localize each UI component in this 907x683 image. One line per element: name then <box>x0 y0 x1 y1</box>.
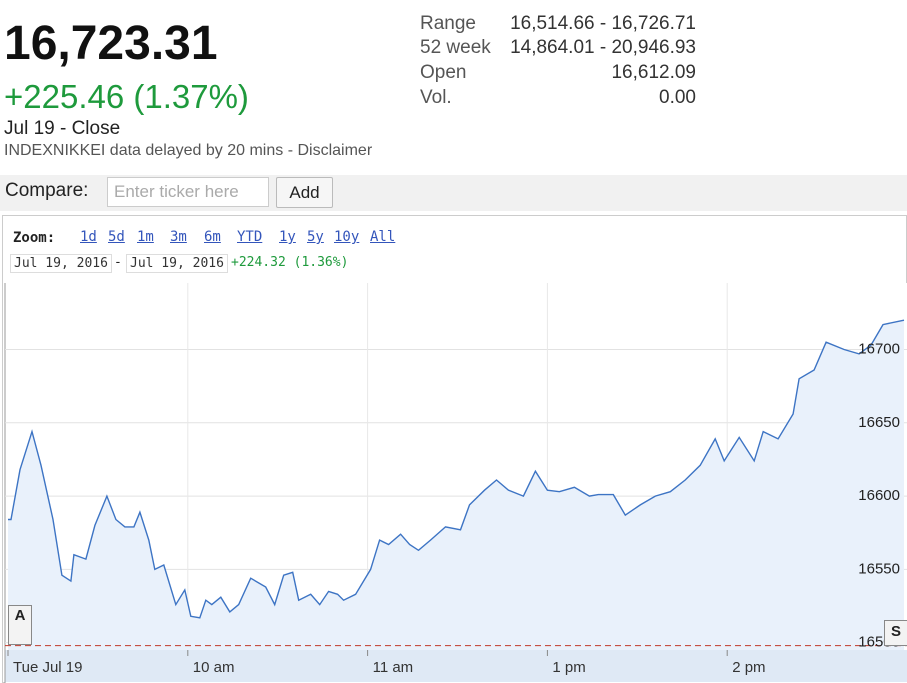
stat-label: Open <box>420 62 467 83</box>
ticker-input[interactable]: Enter ticker here <box>107 177 269 207</box>
x-axis-strip <box>5 650 907 682</box>
y-tick-label: 16550 <box>858 560 900 577</box>
zoom-option[interactable]: 5y <box>307 229 324 245</box>
add-button[interactable]: Add <box>276 177 333 208</box>
range-change: +224.32 (1.36%) <box>231 255 349 270</box>
stat-label: Range <box>420 13 476 34</box>
quote-date: Jul 19 - Close <box>4 118 121 139</box>
y-tick-label: 16700 <box>858 340 900 357</box>
stat-value: 16,612.09 <box>611 62 696 83</box>
zoom-option[interactable]: 3m <box>170 229 187 245</box>
zoom-option[interactable]: 5d <box>108 229 125 245</box>
chart: Tue Jul 19 10 am 11 am 1 pm 2 pm165001655016… <box>4 283 907 683</box>
stat-label: 52 week <box>420 37 491 58</box>
zoom-option[interactable]: All <box>370 229 396 245</box>
price: 16,723.31 <box>4 17 218 70</box>
zoom-option[interactable]: 1m <box>137 229 154 245</box>
zoom-label: Zoom: <box>13 230 56 246</box>
zoom-option[interactable]: 6m <box>204 229 221 245</box>
x-tick-label: 11 am <box>373 659 414 676</box>
stat-value: 0.00 <box>659 87 696 108</box>
stat-value: 16,514.66 - 16,726.71 <box>510 13 696 34</box>
range-from[interactable]: Jul 19, 2016 <box>10 254 112 273</box>
source-note[interactable]: INDEXNIKKEI data delayed by 20 mins - Di… <box>4 142 373 159</box>
flag[interactable]: S <box>884 620 907 646</box>
stat-value: 14,864.01 - 20,946.93 <box>510 37 696 58</box>
zoom-option[interactable]: 1y <box>279 229 296 245</box>
zoom-option[interactable]: 10y <box>334 229 360 245</box>
area <box>8 320 905 650</box>
stat-label: Vol. <box>420 87 452 108</box>
range-to[interactable]: Jul 19, 2016 <box>126 254 228 273</box>
zoom-option[interactable]: 1d <box>80 229 97 245</box>
price-line <box>8 319 905 619</box>
price-change: +225.46 (1.37%) <box>4 78 249 115</box>
zoom-option[interactable]: YTD <box>237 229 263 245</box>
x-tick-label: 1 pm <box>552 659 585 676</box>
flag[interactable]: A <box>8 605 32 645</box>
x-tick-label: 2 pm <box>732 659 765 676</box>
y-tick-label: 16650 <box>858 414 900 431</box>
y-tick-label: 16600 <box>858 487 900 504</box>
range-separator: - <box>114 255 122 270</box>
x-tick-label: Tue Jul 19 <box>13 659 83 676</box>
compare-label: Compare: <box>5 180 89 201</box>
x-tick-label: 10 am <box>193 659 235 676</box>
